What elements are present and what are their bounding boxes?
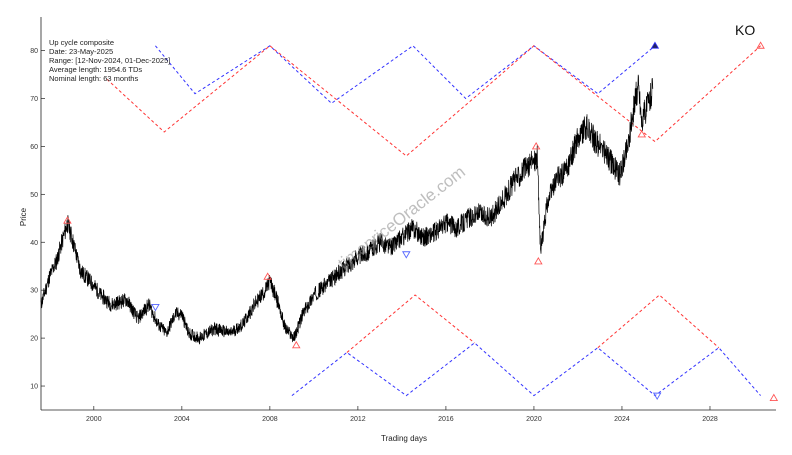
x-axis-title: Trading days xyxy=(381,434,427,443)
y-tick-label: 50 xyxy=(30,192,38,199)
y-tick-label: 70 xyxy=(30,96,38,103)
cycle-line xyxy=(106,45,761,157)
cycle-marker xyxy=(652,392,662,401)
cycle-marker xyxy=(650,41,660,49)
cycle-line xyxy=(597,294,720,349)
y-tick-label: 60 xyxy=(30,144,38,151)
plot-area: 10 20 30 40 50 60 70 80 2000 2004 2008 2012 2016 2020… xyxy=(30,17,779,423)
ticker-label: KO xyxy=(735,22,755,38)
cycle-marker xyxy=(637,130,647,138)
price-series xyxy=(40,74,654,345)
cycle-marker xyxy=(402,251,411,259)
cycle-marker xyxy=(769,393,779,401)
cycle-line xyxy=(291,342,761,397)
cycle-line xyxy=(346,294,475,353)
y-tick-label: 10 xyxy=(30,384,38,391)
x-tick-label: 2004 xyxy=(174,416,190,423)
legend-line: Date: 23-May-2025 xyxy=(49,47,113,56)
cycle-line xyxy=(155,45,656,104)
legend-line: Nominal length: 63 months xyxy=(49,74,138,83)
x-tick-label: 2012 xyxy=(350,416,366,423)
legend-line: Average length: 1954.6 TDs xyxy=(49,65,142,74)
legend: Up cycle composite Date: 23-May-2025 Ran… xyxy=(49,38,170,83)
y-tick-label: 80 xyxy=(30,48,38,55)
y-axis-title: Price xyxy=(19,207,28,226)
cycle-marker xyxy=(531,142,541,150)
cycle-marker xyxy=(534,257,543,265)
watermark: timepriceOracle.com xyxy=(334,162,469,273)
y-tick-label: 40 xyxy=(30,240,38,247)
x-tick-label: 2024 xyxy=(614,416,630,423)
y-tick-label: 30 xyxy=(30,288,38,295)
x-tick-label: 2020 xyxy=(526,416,542,423)
cycle-marker xyxy=(756,41,765,49)
x-tick-label: 2000 xyxy=(86,416,102,423)
cycle-marker xyxy=(291,340,301,349)
x-tick-label: 2028 xyxy=(702,416,718,423)
y-tick-label: 20 xyxy=(30,336,38,343)
cycle-marker xyxy=(151,304,160,312)
legend-line: Up cycle composite xyxy=(49,38,114,47)
x-tick-label: 2016 xyxy=(438,416,454,423)
cycle-marker xyxy=(263,272,272,280)
cycle-marker xyxy=(63,216,72,224)
x-tick-label: 2008 xyxy=(262,416,278,423)
legend-line: Range: [12-Nov-2024, 01-Dec-2025] xyxy=(49,56,170,65)
